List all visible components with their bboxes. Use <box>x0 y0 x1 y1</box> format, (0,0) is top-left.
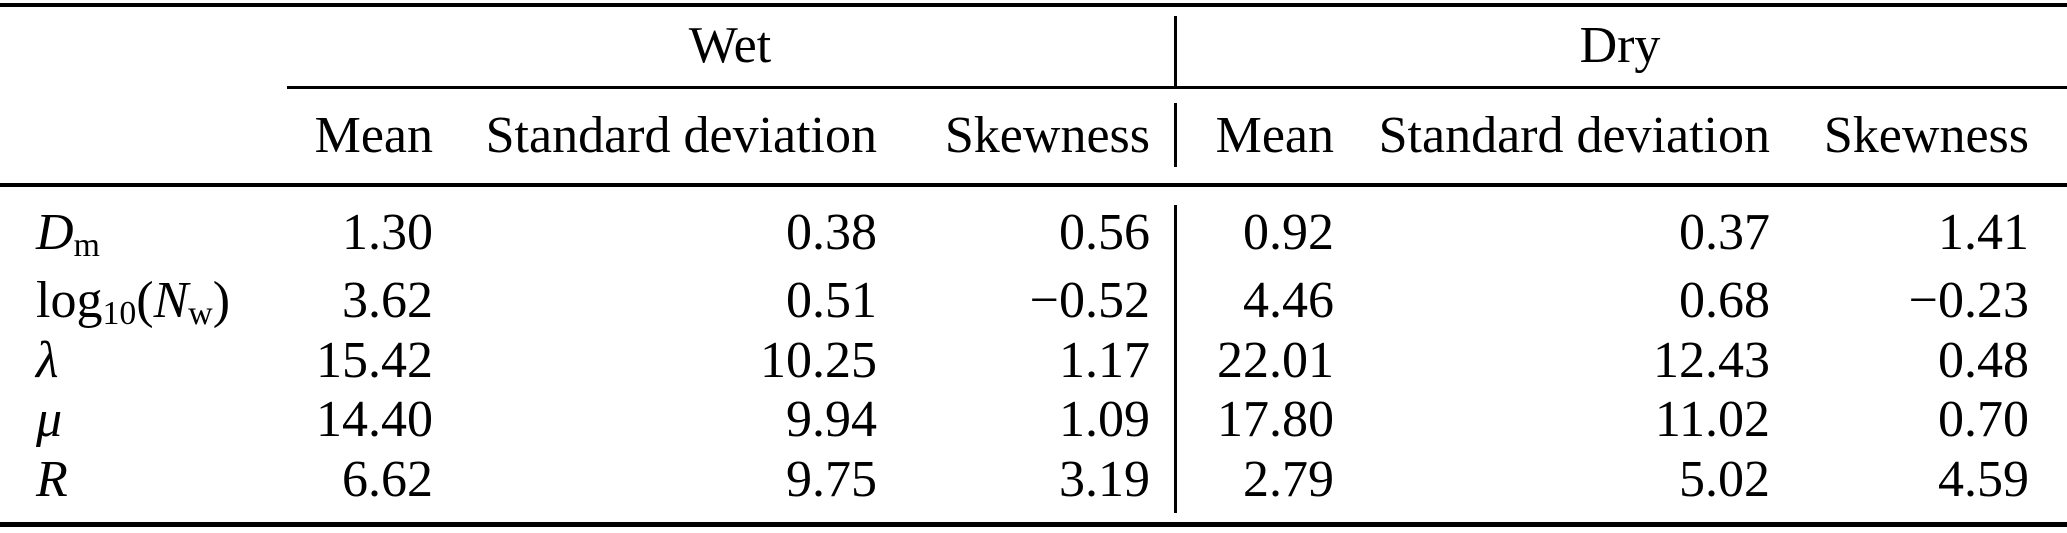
dry-skewness-cell: 0.48 <box>1938 332 2029 389</box>
wet-skewness-header: Skewness <box>944 107 1150 164</box>
table-row: log10(Nw) 3.62 0.51 −0.52 4.46 0.68 −0.2… <box>0 271 2067 331</box>
dry-std-cell: 12.43 <box>1653 332 1770 389</box>
bottom-rule <box>0 522 2067 527</box>
column-divider-middle <box>1174 103 1177 167</box>
dry-mean-header: Mean <box>1215 107 1334 164</box>
group-header-wet: Wet <box>688 17 772 74</box>
dry-skewness-cell: 1.41 <box>1938 204 2029 261</box>
header-rule <box>0 183 2067 187</box>
wet-skewness-cell: 3.19 <box>1059 451 1150 508</box>
dry-mean-cell: 17.80 <box>1217 391 1334 448</box>
wet-skewness-cell: 1.17 <box>1059 332 1150 389</box>
dry-mean-cell: 4.46 <box>1243 272 1334 329</box>
table-row: μ 14.40 9.94 1.09 17.80 11.02 0.70 <box>0 390 2067 450</box>
top-rule <box>0 3 2067 7</box>
dry-mean-cell: 2.79 <box>1243 451 1334 508</box>
row-label: log10(Nw) <box>36 272 231 333</box>
group-header-row: Wet Dry <box>0 6 2067 86</box>
row-label: R <box>36 451 68 508</box>
dry-skewness-cell: 0.70 <box>1938 391 2029 448</box>
wet-mean-cell: 14.40 <box>316 391 433 448</box>
dry-std-cell: 11.02 <box>1654 391 1770 448</box>
dry-skewness-cell: −0.23 <box>1908 272 2029 329</box>
table-row: λ 15.42 10.25 1.17 22.01 12.43 0.48 <box>0 331 2067 391</box>
dry-skewness-header: Skewness <box>1823 107 2029 164</box>
column-divider-top <box>1174 16 1177 86</box>
dry-std-cell: 0.68 <box>1679 272 1770 329</box>
dry-std-cell: 5.02 <box>1679 451 1770 508</box>
wet-skewness-cell: 1.09 <box>1059 391 1150 448</box>
column-header-row: Mean Standard deviation Skewness Mean St… <box>0 89 2067 183</box>
row-label: λ <box>36 332 59 389</box>
row-label: μ <box>36 391 63 448</box>
wet-std-cell: 10.25 <box>760 332 877 389</box>
dry-std-cell: 0.37 <box>1679 204 1770 261</box>
wet-std-cell: 9.75 <box>786 451 877 508</box>
group-header-dry: Dry <box>1579 17 1661 74</box>
wet-mean-cell: 6.62 <box>342 451 433 508</box>
wet-skewness-cell: 0.56 <box>1059 204 1150 261</box>
row-label: Dm <box>36 204 100 265</box>
wet-mean-cell: 3.62 <box>342 272 433 329</box>
table-row: Dm 1.30 0.38 0.56 0.92 0.37 1.41 <box>0 203 2067 263</box>
table-row: R 6.62 9.75 3.19 2.79 5.02 4.59 <box>0 450 2067 510</box>
dry-std-header: Standard deviation <box>1378 107 1770 164</box>
wet-std-header: Standard deviation <box>485 107 877 164</box>
column-divider-bottom <box>1174 205 1177 513</box>
group-header-rule <box>287 86 2067 89</box>
wet-std-cell: 0.51 <box>786 272 877 329</box>
wet-std-cell: 0.38 <box>786 204 877 261</box>
wet-skewness-cell: −0.52 <box>1029 272 1150 329</box>
dry-mean-cell: 22.01 <box>1217 332 1334 389</box>
wet-mean-cell: 15.42 <box>316 332 433 389</box>
dry-skewness-cell: 4.59 <box>1938 451 2029 508</box>
dry-mean-cell: 0.92 <box>1243 204 1334 261</box>
wet-mean-header: Mean <box>314 107 433 164</box>
wet-std-cell: 9.94 <box>786 391 877 448</box>
wet-mean-cell: 1.30 <box>342 204 433 261</box>
